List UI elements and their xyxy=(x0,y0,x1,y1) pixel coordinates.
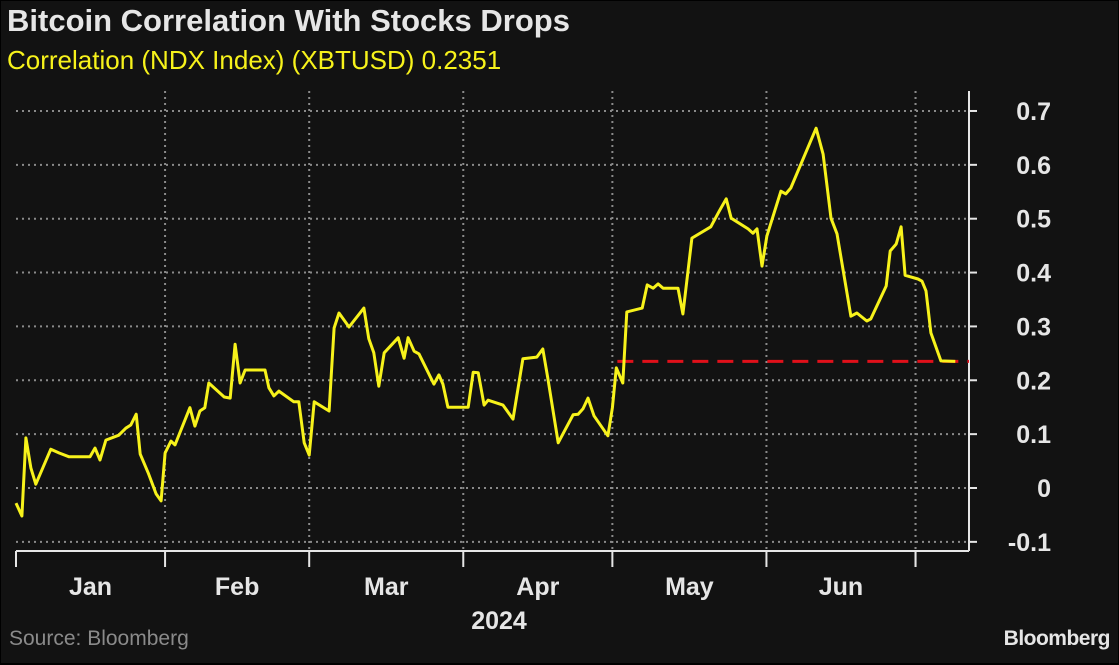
y-tick-label: 0 xyxy=(1037,475,1051,503)
y-tick-label: 0.7 xyxy=(1016,98,1051,126)
y-tick-label: 0.3 xyxy=(1016,313,1051,341)
y-tick-label: 0.4 xyxy=(1016,260,1051,288)
bloomberg-logo: Bloomberg xyxy=(1004,627,1110,651)
y-tick-label: -0.1 xyxy=(1008,529,1051,557)
x-axis-year-label: 2024 xyxy=(471,607,527,635)
x-tick-label-may: May xyxy=(665,573,714,601)
x-tick-label-feb: Feb xyxy=(215,573,259,601)
x-tick-label-jun: Jun xyxy=(819,573,863,601)
correlation-line xyxy=(16,128,955,516)
y-tick-label: 0.6 xyxy=(1016,152,1051,180)
y-tick-label: 0.1 xyxy=(1016,421,1051,449)
x-tick-label-apr: Apr xyxy=(516,573,559,601)
x-tick-label-jan: Jan xyxy=(69,573,112,601)
source-note: Source: Bloomberg xyxy=(9,627,189,651)
x-tick-label-mar: Mar xyxy=(364,573,409,601)
y-tick-label: 0.2 xyxy=(1016,367,1051,395)
y-tick-label: 0.5 xyxy=(1016,206,1051,234)
